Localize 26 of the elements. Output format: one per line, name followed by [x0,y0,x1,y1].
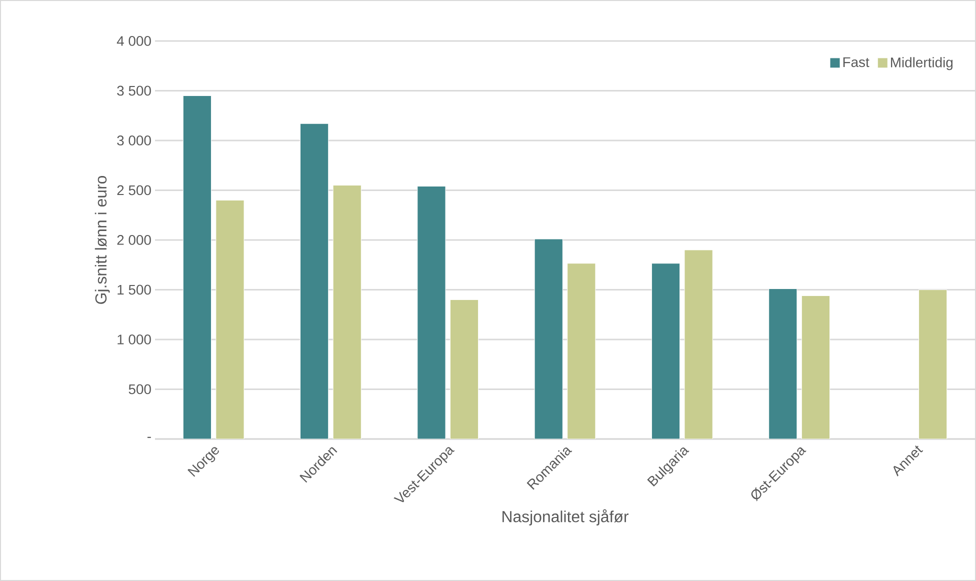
bar [417,186,446,439]
legend-label: Midlertidig [891,57,953,70]
bar [684,250,713,439]
y-tick-label: 3 000 [117,136,151,146]
y-tick-label: 500 [128,384,151,394]
bar [216,200,244,439]
bar [918,289,948,439]
bar [801,295,830,439]
bar [567,263,596,439]
bar [300,123,329,439]
y-tick-label: 1 500 [118,284,151,295]
bar [332,185,362,439]
y-tick-label: 1 000 [118,334,151,344]
y-axis-title: Gj.snitt lønn i euro [94,176,110,304]
y-tick-label: - [147,436,151,438]
y-tick-label: 4 000 [116,36,151,46]
bar [534,238,563,439]
bar [450,299,479,439]
legend-label: Fast [843,57,870,68]
bar [651,263,680,439]
bar [182,95,212,439]
y-tick-label: 2 000 [117,235,151,245]
x-axis-title: Nasjonalitet sjåfør [502,509,628,526]
bar [768,288,798,439]
y-tick-label: 2 500 [117,185,151,196]
y-tick-label: 3 500 [117,86,151,96]
